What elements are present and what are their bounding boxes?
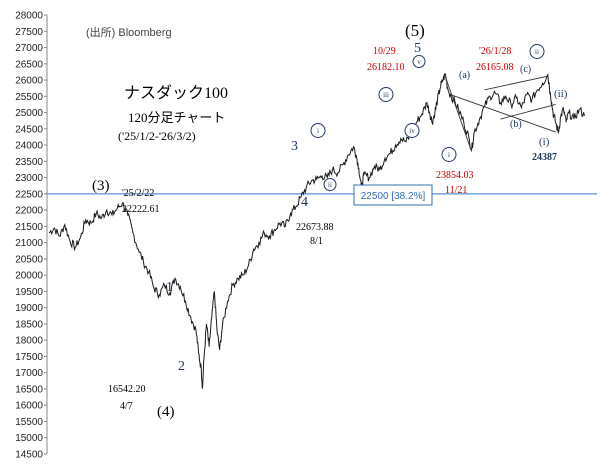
wave-label-4-major: (4) [157,404,175,420]
jan-peak-value-label: 26165.08 [476,62,514,73]
reference-label: 22500 [38.2%] [361,191,426,202]
subwave-label-iv: iv [409,127,415,135]
y-tick-label: 23500 [15,157,43,168]
chart-period: ('25/1/2-'26/3/2) [118,129,196,143]
wave-trendline [450,94,556,133]
wave-label-3-major: (3) [92,178,110,194]
y-tick-label: 20500 [15,254,43,265]
y-tick-label: 17500 [15,352,43,363]
peak-date-label: '25/2/22 [122,188,154,199]
y-tick-label: 18000 [15,336,43,347]
y-tick-label: 19000 [15,303,43,314]
chart-title: ナスダック100 [124,84,228,102]
wave-trendline [484,75,548,91]
wave-label-c: (c) [520,64,531,75]
oct-peak-date-label: 10/29 [373,46,396,57]
subwave-label-i-2: i [448,151,450,159]
wave-label-2: 2 [178,359,185,374]
y-tick-label: 21500 [15,222,43,233]
y-axis: 14500 15000 15500 16000 16500 17000 17500 18000… [15,11,48,461]
y-tick-label: 25000 [15,108,43,119]
trendlines [444,75,556,152]
feb-low-value-label: 24387 [532,152,557,163]
wave-label-b: (b) [510,119,522,130]
reference-label-box [353,184,433,206]
wave-label-a: (a) [459,70,470,81]
y-tick-label: 28000 [15,11,43,22]
subwave-label-ii-2: ii [535,48,539,56]
y-tick-label: 16500 [15,384,43,395]
y-tick-label: 24500 [15,124,43,135]
subwave-label-ii-2-ring [529,44,545,59]
y-tick-label: 15500 [15,417,43,428]
wave-label-1: 1 [166,280,173,295]
nov-low-date-label: 11/21 [445,185,467,196]
y-tick-label: 26500 [15,59,43,70]
y-tick-label: 19500 [15,287,43,298]
subwave-label-v: v [417,58,421,66]
low-date-label: 4/7 [120,401,133,412]
chart-subtitle: 120分足チャート [128,110,225,125]
subwave-label-iv-ring [404,123,420,138]
y-tick-label: 22000 [15,206,43,217]
reference-label-group: 22500 [38.2%] [353,184,433,206]
nov-low-value-label: 23854.03 [436,170,474,181]
y-tick-label: 23000 [15,173,43,184]
aug-low-value-label: 22673.88 [296,222,334,233]
wave-label-4: 4 [301,195,308,210]
subwave-label-i: i [317,127,319,135]
wave-label-i-paren: (i) [539,136,550,148]
y-tick-label: 27000 [15,43,43,54]
wave-label-3: 3 [291,139,298,154]
subwave-label-ii: ii [328,181,332,189]
y-tick-label: 24000 [15,141,43,152]
peak-value-label: 22222.61 [122,204,160,215]
subwave-label-i-ring [310,123,326,138]
y-tick-label: 20000 [15,271,43,282]
subwave-label-ii-ring [323,178,337,191]
wave-label-5-major: (5) [405,21,425,40]
y-tick-label: 21000 [15,238,43,249]
subwave-label-i-2-ring [441,147,457,162]
y-tick-label: 17000 [15,368,43,379]
y-tick-label: 25500 [15,92,43,103]
y-tick-label: 18500 [15,319,43,330]
source-label: (出所) Bloomberg [86,25,172,39]
price-series-line [48,73,585,389]
oct-peak-value-label: 26182.10 [367,62,405,73]
aug-low-date-label: 8/1 [310,236,323,247]
y-tick-label: 22500 [15,189,43,200]
y-tick-label: 16000 [15,401,43,412]
y-tick-label: 14500 [15,450,43,461]
subwave-label-v-ring [412,55,426,68]
subwave-label-iii: iii [383,91,389,99]
subwave-label-iii-ring [378,87,394,102]
low-value-label: 16542.20 [108,384,146,395]
wave-label-5: 5 [414,41,421,56]
y-tick-label: 27500 [15,27,43,38]
jan-peak-date-label: '26/1/28 [479,46,511,57]
wave-label-ii-paren: (ii) [554,88,568,100]
wave-trendline [500,103,556,120]
wave-trendline [444,76,473,152]
y-tick-label: 26000 [15,76,43,87]
y-tick-label: 15000 [15,433,43,444]
